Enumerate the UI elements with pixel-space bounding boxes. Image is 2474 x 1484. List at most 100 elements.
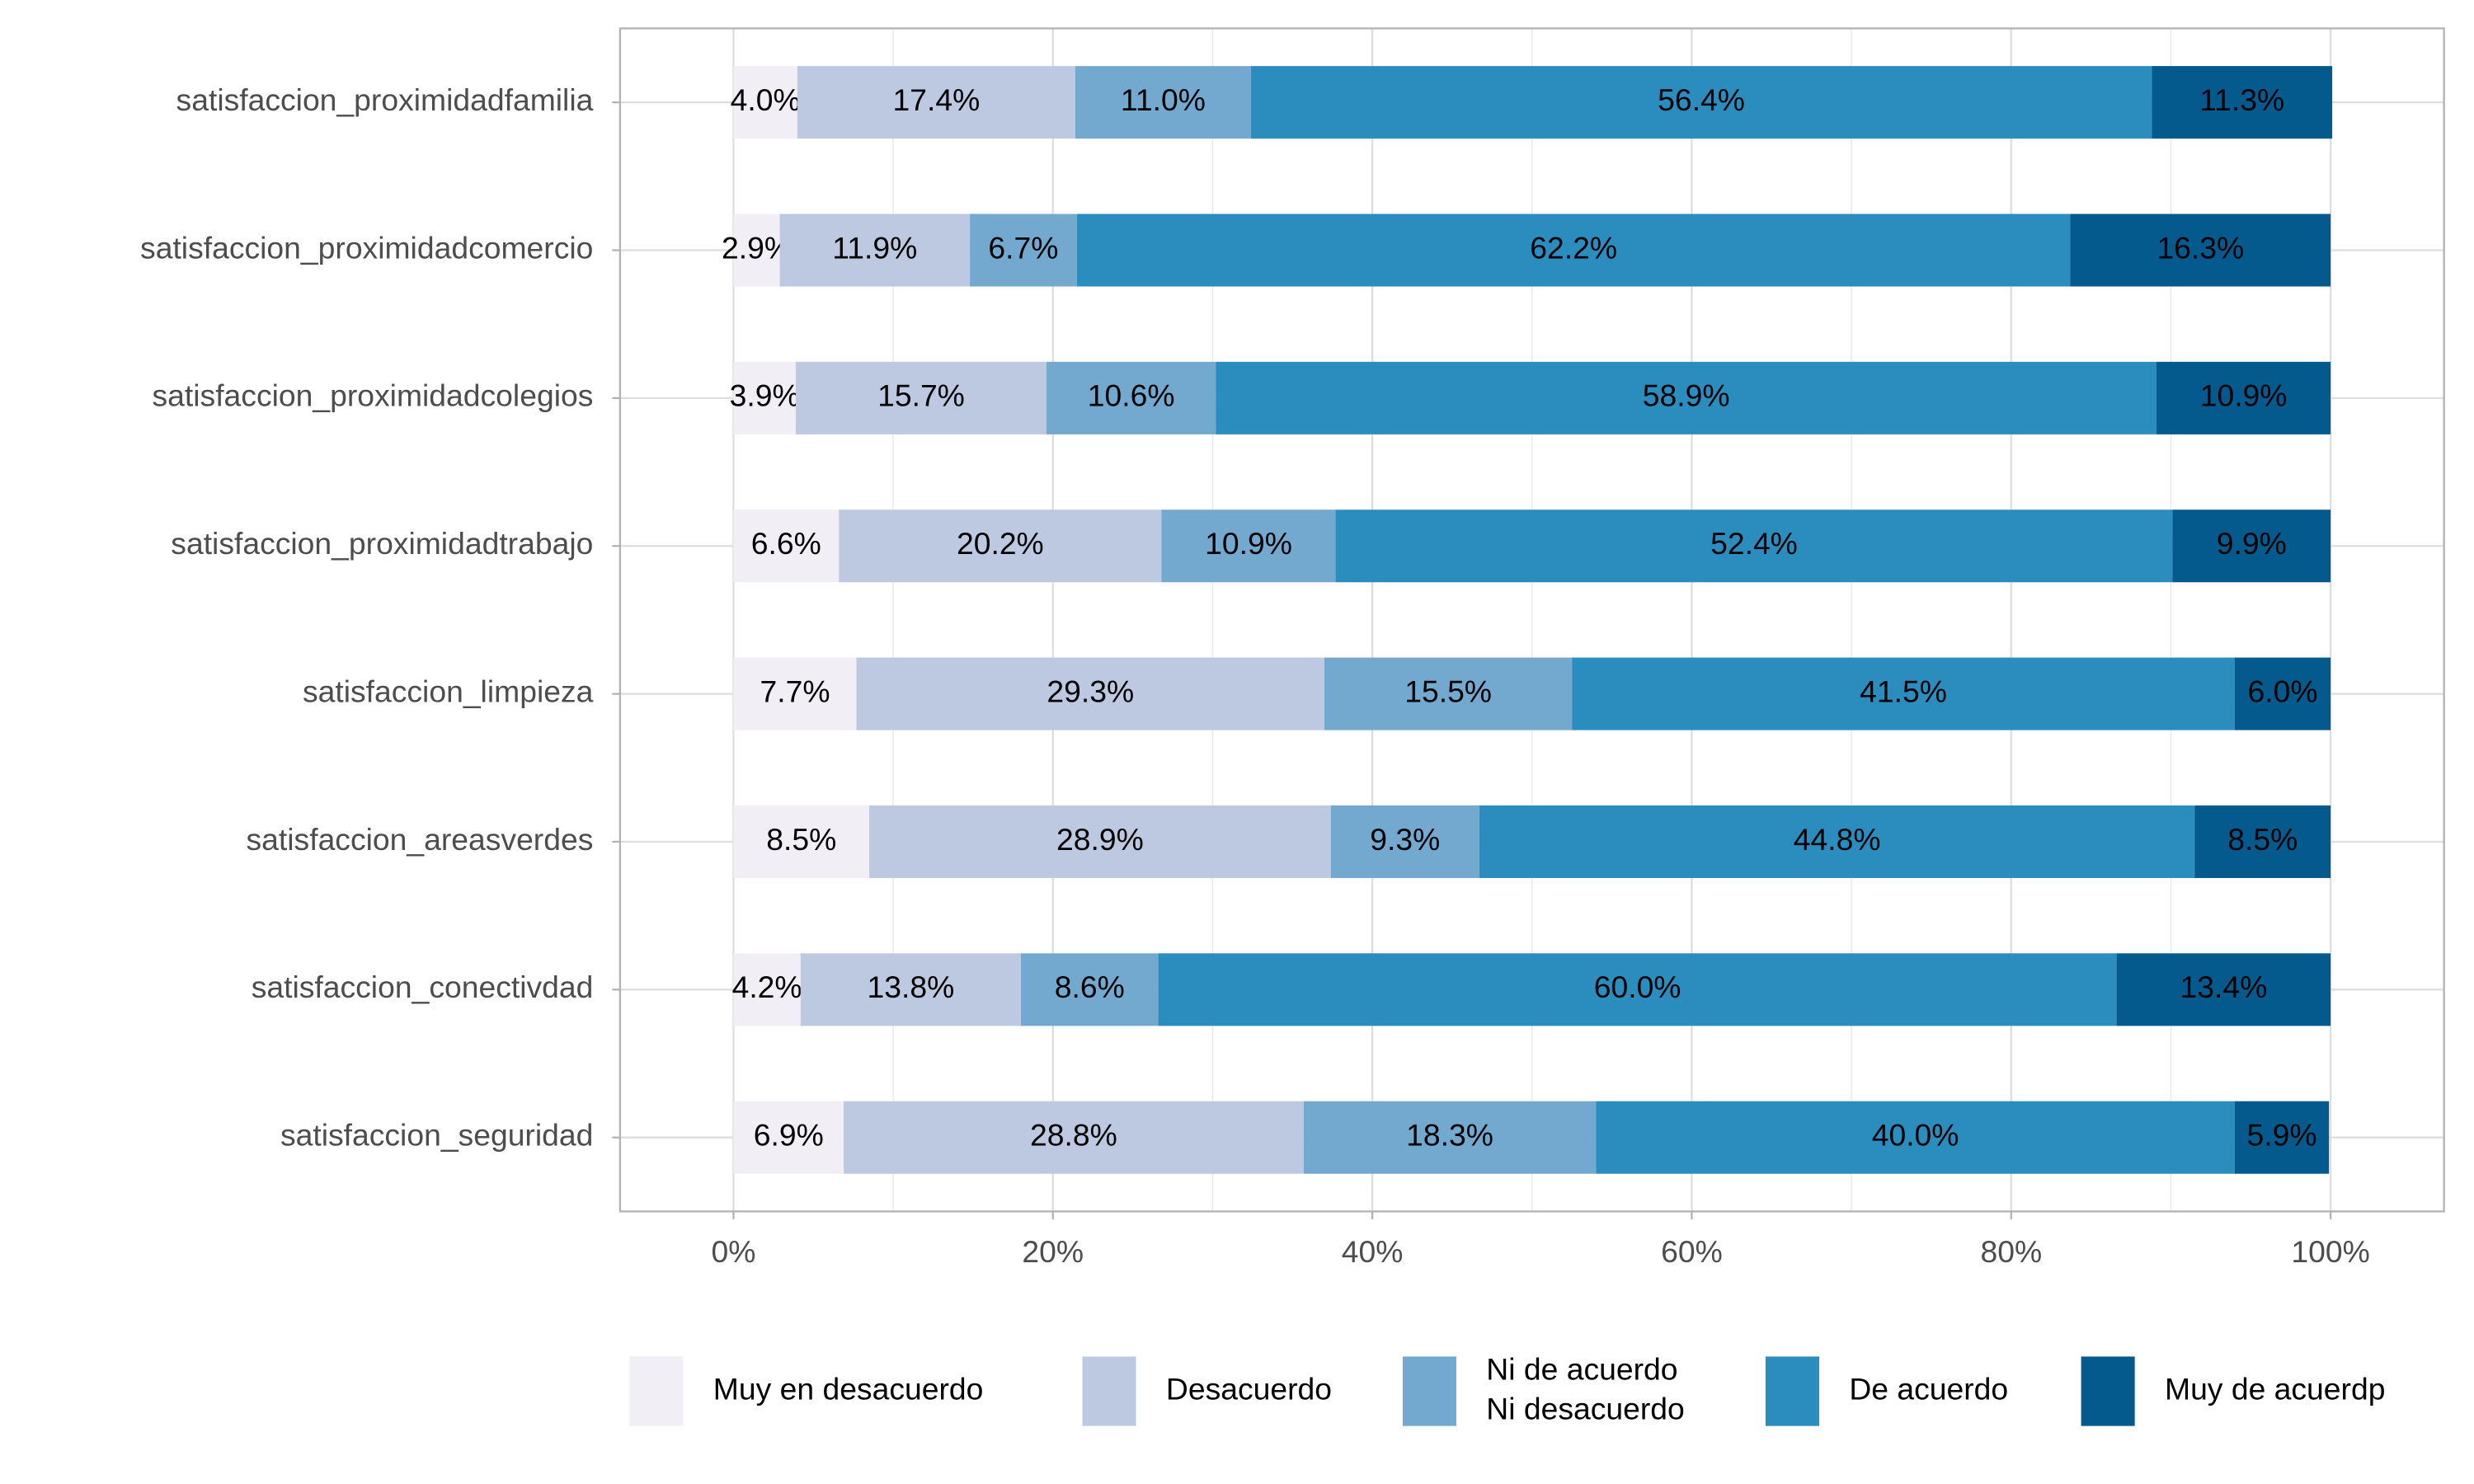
bar-segment [1335,510,2173,583]
value-label: 56.4% [1658,82,1745,117]
bar-segment [839,510,1162,583]
legend-swatch [1765,1356,1819,1426]
legend-label: De acuerdo [1849,1371,2008,1406]
value-label: 20.2% [957,526,1044,561]
value-label: 10.6% [1088,378,1175,413]
legend-swatch [1082,1356,1136,1426]
legend-label: Ni de acuerdo Ni desacuerdo [1486,1351,1685,1425]
value-label: 11.0% [1121,82,1206,117]
bar-segment [1250,66,2152,139]
value-label: 3.9% [730,378,800,413]
bar-segment [733,66,797,139]
value-label: 13.4% [2180,970,2267,1004]
bar-segment [2172,510,2331,583]
value-label: 11.9% [832,230,917,265]
value-label: 8.6% [1055,970,1125,1004]
x-tick-label: 20% [1022,1234,1084,1269]
bar-segment [1216,361,2157,434]
y-tick-label: satisfaccion_proximidadtrabajo [171,526,593,561]
legend-label: Muy en desacuerdo [713,1371,984,1406]
bar-segment [733,953,801,1026]
bar-segment [733,1101,844,1174]
bar-segment [1330,805,1479,878]
bar-segment [733,657,857,730]
bar-segment [733,805,870,878]
bar-segment [1596,1101,2235,1174]
value-label: 6.9% [754,1118,824,1153]
legend-swatch [629,1356,684,1426]
value-label: 40.0% [1872,1118,1959,1153]
bar-segment [1479,805,2195,878]
value-label: 15.5% [1404,674,1492,708]
legend-swatch [1402,1356,1456,1426]
bar-segment [1572,657,2235,730]
value-label: 62.2% [1530,230,1617,265]
value-label: 10.9% [2200,378,2288,413]
value-label: 60.0% [1594,970,1681,1004]
value-label: 9.9% [2217,526,2287,561]
bar-segment [856,657,1325,730]
bar-segment [1161,510,1336,583]
value-label: 28.8% [1030,1118,1117,1153]
value-label: 4.0% [731,82,801,117]
value-label: 52.4% [1710,526,1798,561]
value-label: 8.5% [2227,822,2298,857]
bar-segment [2157,361,2331,434]
bar-segment [800,953,1022,1026]
value-label: 58.9% [1643,378,1730,413]
y-tick-label: satisfaccion_conectivdad [252,970,594,1004]
bar-segment [779,214,971,287]
value-label: 29.3% [1047,674,1134,708]
value-label: 7.7% [760,674,830,708]
bar-segment [1158,953,2117,1026]
bar-segment [869,805,1331,878]
value-label: 5.9% [2247,1118,2317,1153]
value-label: 15.7% [877,378,965,413]
bar-segment [970,214,1077,287]
value-label: 6.7% [988,230,1058,265]
y-tick-label: satisfaccion_proximidadcomercio [140,230,593,265]
bar-segment [1075,66,1251,139]
legend-label: Desacuerdo [1166,1371,1332,1406]
value-label: 13.8% [868,970,955,1004]
bar-segment [733,510,840,583]
value-label: 6.6% [751,526,821,561]
value-label: 44.8% [1794,822,1881,857]
bar-segment [2194,805,2331,878]
bar-segment [797,66,1075,139]
x-tick-label: 40% [1342,1234,1404,1269]
value-label: 4.2% [732,970,802,1004]
bar-segment [844,1101,1304,1174]
value-label: 17.4% [893,82,981,117]
value-label: 18.3% [1406,1118,1493,1153]
value-label: 28.9% [1056,822,1144,857]
plot-border [618,27,2445,1213]
value-label: 16.3% [2157,230,2244,265]
value-label: 10.9% [1205,526,1292,561]
bar-segment [1047,361,1216,434]
value-label: 8.5% [766,822,836,857]
bar-segment [1021,953,1159,1026]
legend-swatch [2081,1356,2135,1426]
bar-segment [2070,214,2331,287]
x-tick-label: 80% [1980,1234,2042,1269]
legend-label: Muy de acuerdp [2165,1371,2385,1406]
y-tick-label: satisfaccion_limpieza [303,674,594,708]
x-tick-label: 0% [711,1234,755,1269]
value-label: 11.3% [2199,82,2284,117]
value-label: 41.5% [1860,674,1947,708]
y-tick-label: satisfaccion_proximidadfamilia [176,82,594,117]
y-tick-label: satisfaccion_proximidadcolegios [153,378,594,413]
bar-segment [1076,214,2071,287]
bar-segment [1324,657,1573,730]
x-tick-label: 100% [2291,1234,2369,1269]
bar-segment [2116,953,2331,1026]
value-label: 6.0% [2248,674,2318,708]
x-tick-label: 60% [1661,1234,1723,1269]
bar-segment [733,214,780,287]
bar-segment [795,361,1047,434]
bar-segment [733,361,796,434]
bar-segment [2234,1101,2330,1174]
